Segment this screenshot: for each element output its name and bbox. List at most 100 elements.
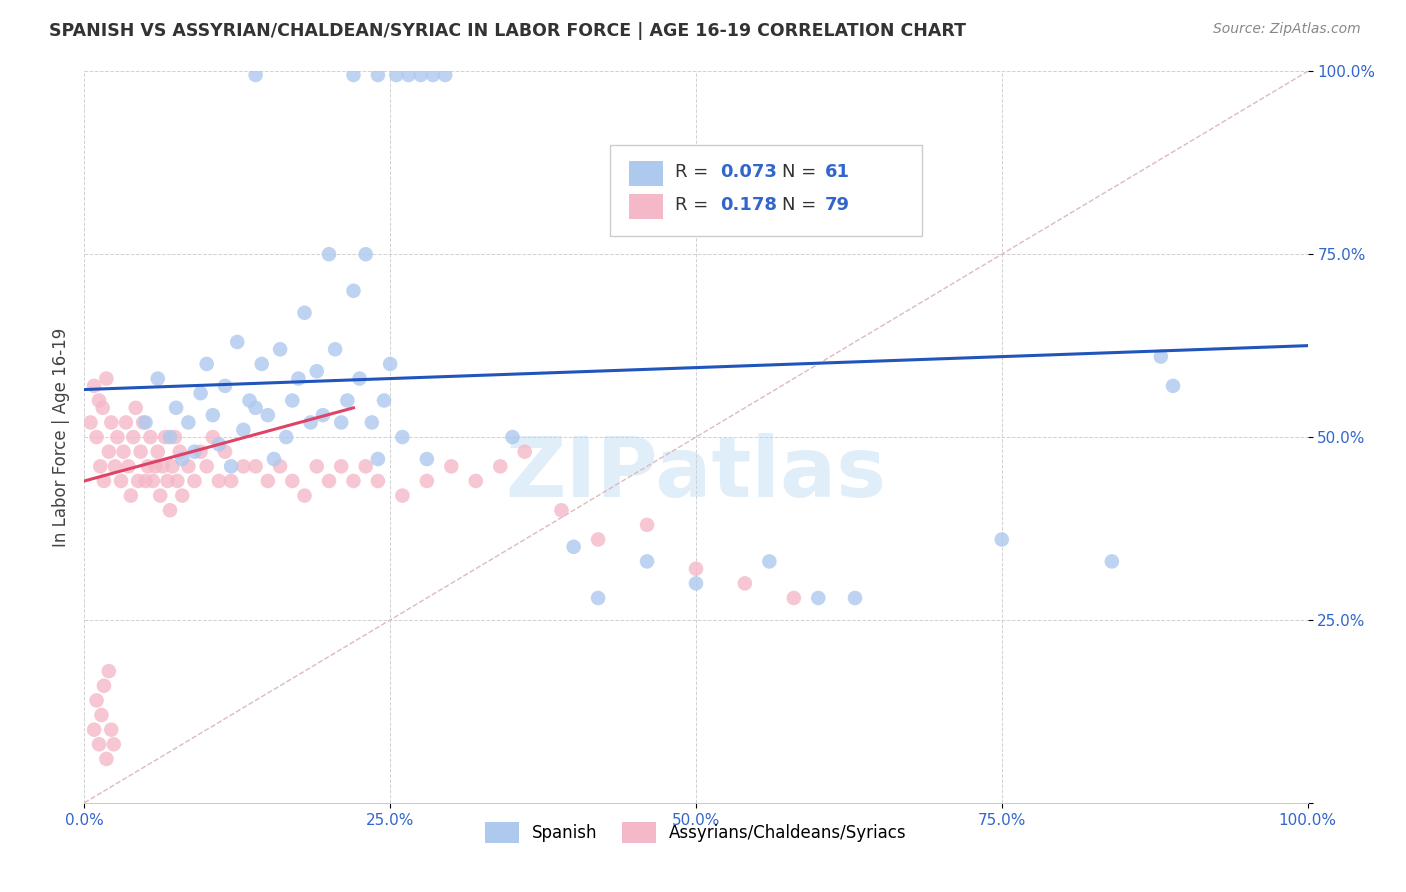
Point — [318, 247, 340, 261]
Point — [87, 393, 110, 408]
Point — [550, 503, 572, 517]
Point — [245, 459, 267, 474]
Point — [214, 444, 236, 458]
Point — [104, 459, 127, 474]
Point — [110, 474, 132, 488]
Point — [1161, 379, 1184, 393]
Point — [120, 489, 142, 503]
Point — [159, 430, 181, 444]
Point — [269, 459, 291, 474]
Point — [349, 371, 371, 385]
Point — [250, 357, 273, 371]
Point — [125, 401, 148, 415]
Point — [146, 371, 169, 385]
Point — [232, 423, 254, 437]
Point — [318, 474, 340, 488]
Point — [201, 430, 224, 444]
FancyBboxPatch shape — [628, 161, 664, 186]
Point — [183, 474, 205, 488]
Point — [636, 517, 658, 532]
Point — [152, 459, 174, 474]
Point — [115, 416, 138, 430]
Point — [281, 393, 304, 408]
FancyBboxPatch shape — [610, 145, 922, 235]
Point — [416, 452, 439, 467]
Point — [367, 68, 389, 82]
Point — [391, 489, 413, 503]
Text: Source: ZipAtlas.com: Source: ZipAtlas.com — [1213, 22, 1361, 37]
Point — [360, 416, 382, 430]
Point — [305, 459, 328, 474]
Point — [385, 68, 408, 82]
Point — [219, 459, 242, 474]
Point — [97, 444, 120, 458]
Point — [586, 533, 609, 547]
Point — [163, 430, 186, 444]
Point — [105, 430, 128, 444]
Point — [142, 474, 165, 488]
Point — [159, 503, 181, 517]
Point — [79, 416, 101, 430]
Point — [117, 459, 139, 474]
Text: R =: R = — [675, 196, 714, 214]
Point — [89, 459, 111, 474]
Text: ZIPatlas: ZIPatlas — [506, 434, 886, 514]
Point — [1101, 554, 1123, 568]
Point — [96, 752, 118, 766]
Y-axis label: In Labor Force | Age 16-19: In Labor Force | Age 16-19 — [52, 327, 70, 547]
Point — [153, 430, 176, 444]
Text: SPANISH VS ASSYRIAN/CHALDEAN/SYRIAC IN LABOR FORCE | AGE 16-19 CORRELATION CHART: SPANISH VS ASSYRIAN/CHALDEAN/SYRIAC IN L… — [49, 22, 966, 40]
Point — [162, 459, 184, 474]
Point — [354, 459, 377, 474]
Point — [190, 386, 212, 401]
Point — [177, 416, 200, 430]
Point — [172, 452, 194, 467]
Point — [83, 723, 105, 737]
Point — [169, 444, 191, 458]
Point — [208, 437, 231, 451]
Legend: Spanish, Assyrians/Chaldeans/Syriacs: Spanish, Assyrians/Chaldeans/Syriacs — [478, 815, 914, 849]
Point — [112, 444, 135, 458]
Point — [380, 357, 402, 371]
Point — [127, 474, 149, 488]
Point — [100, 723, 122, 737]
Point — [208, 474, 231, 488]
Point — [245, 401, 267, 415]
Point — [245, 68, 267, 82]
Point — [214, 379, 236, 393]
Point — [685, 562, 707, 576]
Point — [991, 533, 1014, 547]
Point — [299, 416, 322, 430]
Point — [323, 343, 346, 357]
Point — [342, 68, 364, 82]
Point — [844, 591, 866, 605]
Point — [93, 474, 115, 488]
Point — [201, 408, 224, 422]
Point — [257, 408, 280, 422]
Point — [86, 693, 108, 707]
Point — [257, 474, 280, 488]
Point — [758, 554, 780, 568]
Point — [440, 459, 463, 474]
Point — [342, 284, 364, 298]
Point — [783, 591, 806, 605]
Text: 61: 61 — [824, 163, 849, 181]
Point — [135, 474, 157, 488]
Point — [91, 401, 114, 415]
Point — [156, 474, 179, 488]
Point — [636, 554, 658, 568]
Point — [172, 489, 194, 503]
Point — [139, 430, 162, 444]
Point — [281, 474, 304, 488]
Point — [165, 401, 187, 415]
FancyBboxPatch shape — [628, 194, 664, 219]
Point — [93, 679, 115, 693]
Point — [143, 459, 166, 474]
Point — [269, 343, 291, 357]
Point — [513, 444, 536, 458]
Point — [586, 591, 609, 605]
Point — [367, 452, 389, 467]
Point — [464, 474, 486, 488]
Point — [238, 393, 260, 408]
Point — [422, 68, 444, 82]
